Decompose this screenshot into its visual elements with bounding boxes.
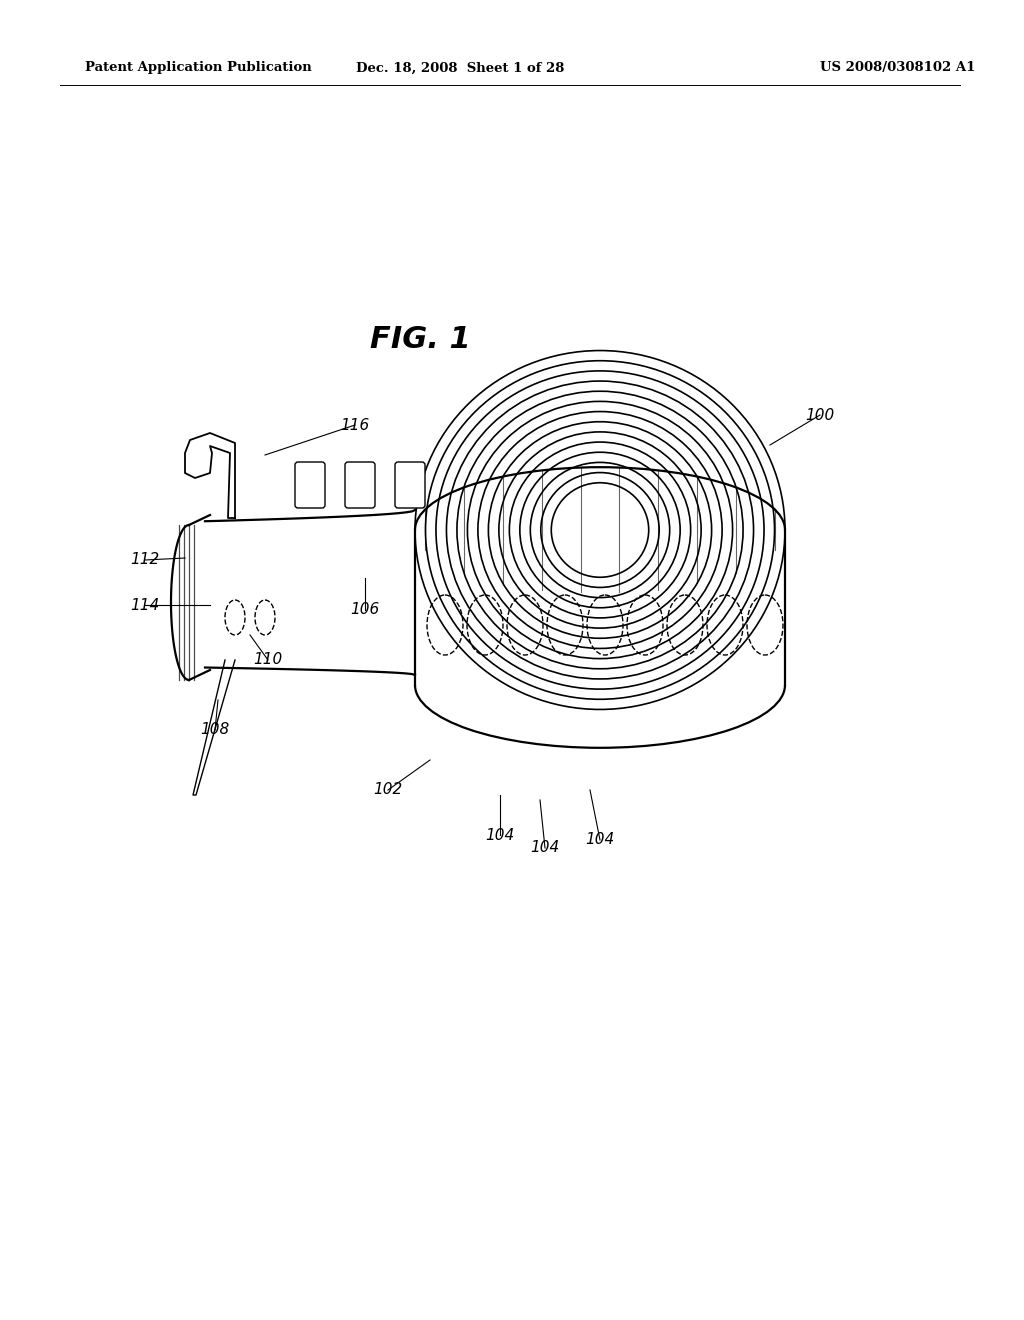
Text: 100: 100 xyxy=(805,408,835,422)
Text: US 2008/0308102 A1: US 2008/0308102 A1 xyxy=(820,62,976,74)
Text: 104: 104 xyxy=(586,833,614,847)
Text: 112: 112 xyxy=(130,553,160,568)
Text: 116: 116 xyxy=(340,417,370,433)
Text: 114: 114 xyxy=(130,598,160,612)
Text: 110: 110 xyxy=(253,652,283,668)
Text: Dec. 18, 2008  Sheet 1 of 28: Dec. 18, 2008 Sheet 1 of 28 xyxy=(355,62,564,74)
Text: 106: 106 xyxy=(350,602,380,618)
FancyBboxPatch shape xyxy=(345,462,375,508)
FancyBboxPatch shape xyxy=(395,462,425,508)
Text: 104: 104 xyxy=(485,828,515,842)
FancyBboxPatch shape xyxy=(295,462,325,508)
Text: Patent Application Publication: Patent Application Publication xyxy=(85,62,311,74)
Text: FIG. 1: FIG. 1 xyxy=(370,326,470,355)
Text: 102: 102 xyxy=(374,783,402,797)
Text: 104: 104 xyxy=(530,841,560,855)
Text: 108: 108 xyxy=(201,722,229,738)
